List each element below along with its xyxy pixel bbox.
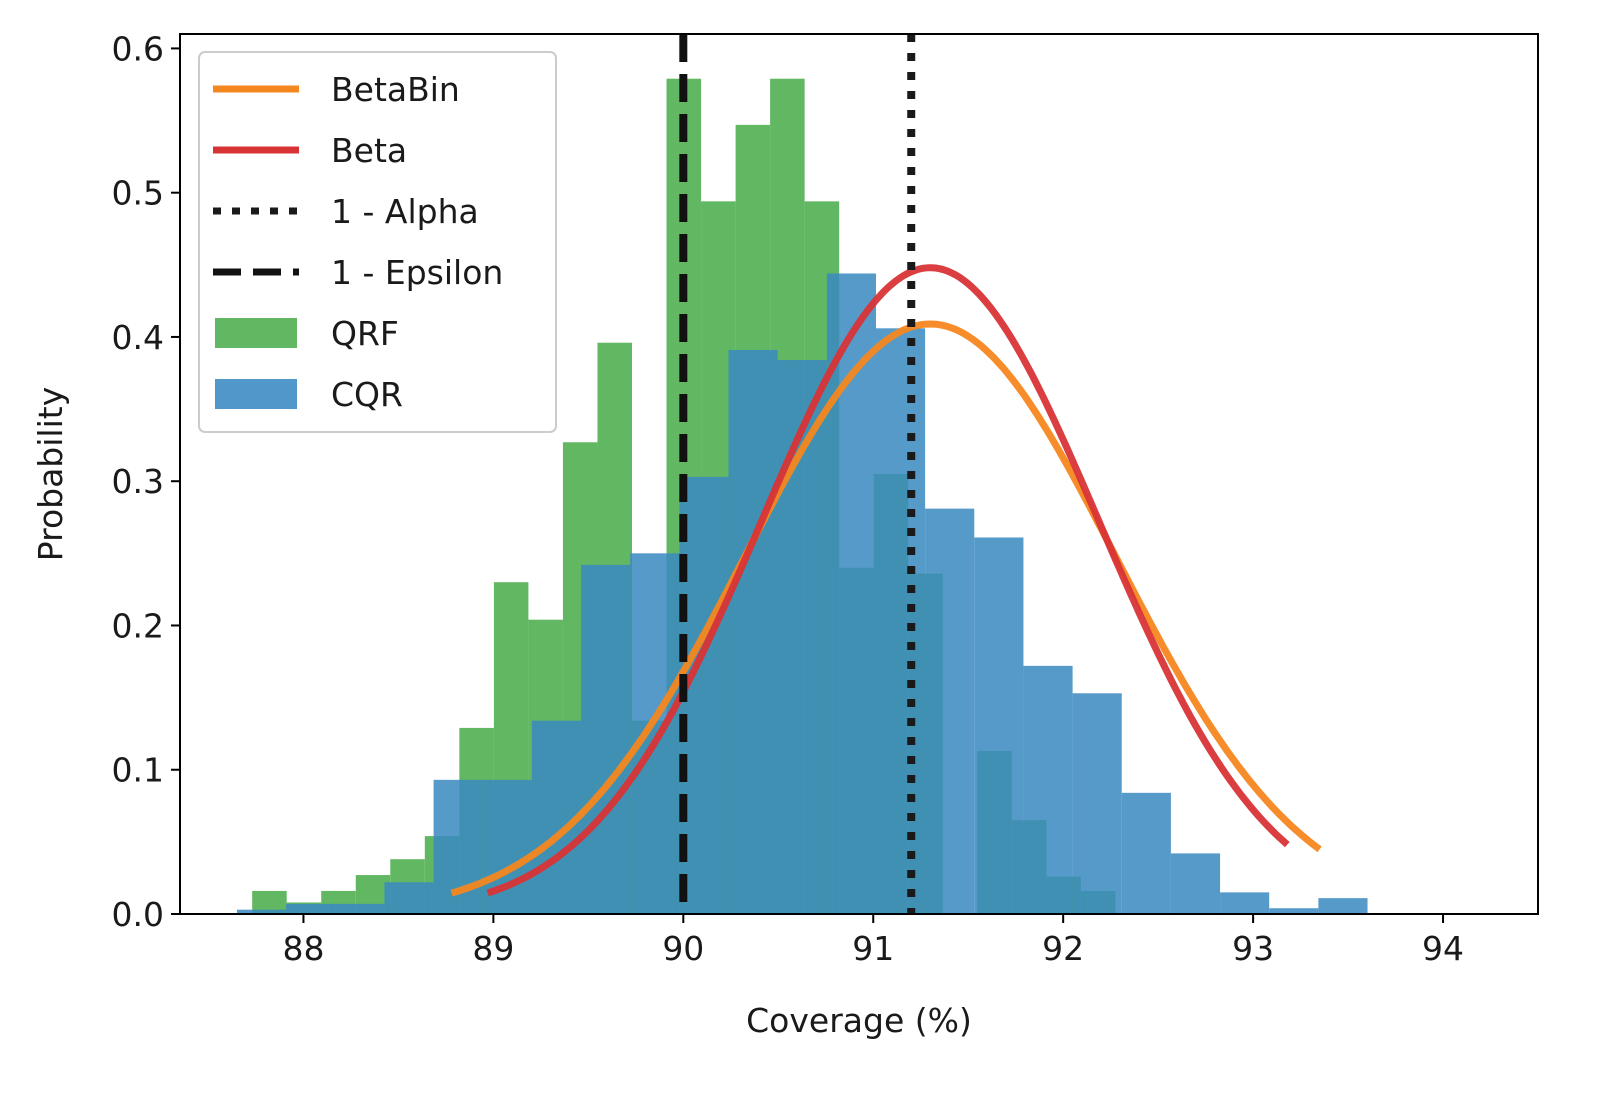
cqr-bar [925, 508, 975, 914]
x-axis-ticks: 88 89 90 91 92 93 94 [282, 914, 1464, 968]
cqr-bar [728, 349, 778, 914]
x-tick-label: 89 [472, 929, 514, 968]
cqr-bar [335, 903, 385, 914]
cqr-bar [531, 720, 582, 914]
legend-label-beta: Beta [331, 131, 407, 170]
cqr-bar [581, 564, 631, 914]
legend-swatch-cqr [215, 379, 297, 409]
y-tick-label: 0.5 [112, 174, 164, 213]
cqr-bar [1318, 898, 1368, 914]
x-axis-label: Coverage (%) [746, 1001, 972, 1040]
y-axis-ticks: 0.0 0.1 0.2 0.3 0.4 0.5 0.6 [112, 29, 180, 934]
fitted-curves [450, 264, 1322, 897]
y-axis-label: Probability [31, 387, 70, 561]
cqr-bar [1269, 908, 1319, 914]
histogram-bars [236, 78, 1368, 915]
y-tick-label: 0.4 [112, 318, 164, 357]
cqr-bar [875, 328, 926, 915]
y-tick-label: 0.6 [112, 29, 164, 68]
histogram-cqr [236, 273, 1368, 915]
legend-label-qrf: QRF [331, 314, 399, 353]
x-tick-label: 91 [852, 929, 894, 968]
legend-label-betabin: BetaBin [331, 70, 460, 109]
cqr-bar [1023, 665, 1073, 914]
curve-betabin [450, 320, 1322, 897]
cqr-bar [384, 882, 434, 914]
cqr-bar [286, 903, 336, 914]
x-tick-label: 90 [662, 929, 704, 968]
legend-label-1-alpha: 1 - Alpha [331, 192, 479, 231]
plot-frame [179, 33, 1539, 915]
legend-label-cqr: CQR [331, 375, 403, 414]
cqr-bar [236, 909, 287, 914]
cqr-bar [630, 553, 680, 914]
x-tick-label: 92 [1042, 929, 1084, 968]
x-tick-label: 94 [1422, 929, 1464, 968]
cqr-bar [1121, 792, 1171, 914]
cqr-bar [1072, 693, 1122, 914]
legend-label-1-epsilon: 1 - Epsilon [331, 253, 503, 292]
y-tick-label: 0.1 [112, 751, 164, 790]
cqr-bar [974, 537, 1024, 914]
qrf-bar [252, 890, 287, 914]
legend-swatch-qrf [215, 318, 297, 348]
reference-lines [679, 34, 916, 914]
x-tick-label: 88 [282, 929, 324, 968]
cqr-bar [1170, 853, 1221, 914]
y-tick-label: 0.0 [112, 895, 164, 934]
curve-beta [486, 264, 1290, 897]
x-tick-label: 93 [1232, 929, 1274, 968]
y-tick-label: 0.2 [112, 606, 164, 645]
y-tick-label: 0.3 [112, 462, 164, 501]
legend: BetaBin Beta 1 - Alpha 1 - Epsilon QRF CQR [198, 51, 557, 433]
cqr-bar [1220, 892, 1270, 914]
cqr-bar [679, 476, 729, 914]
